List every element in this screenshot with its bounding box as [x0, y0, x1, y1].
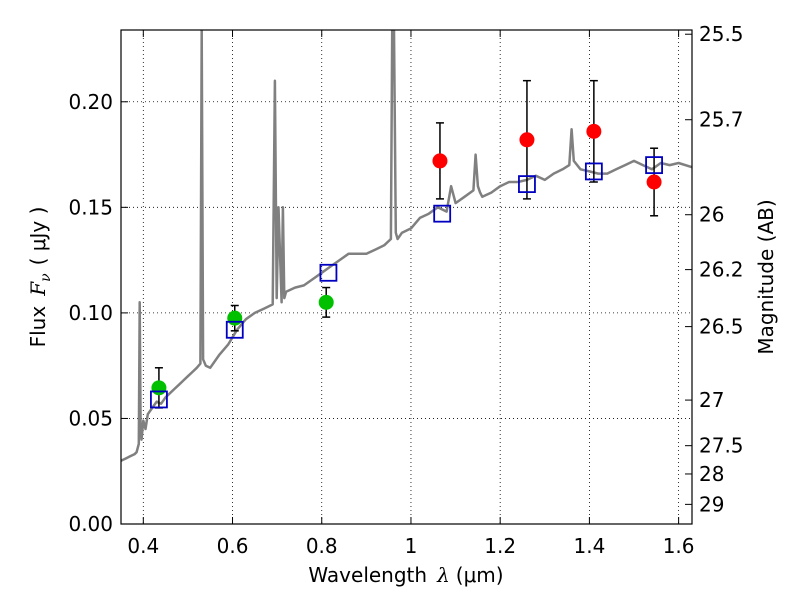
photometry-point: [432, 153, 448, 169]
right-tick-label: 29: [699, 492, 724, 516]
plot-frame: [120, 29, 693, 525]
x-tick-label: 1.6: [663, 534, 695, 558]
right-tick-label: 27: [699, 388, 724, 412]
y-axis-label-text: Flux: [26, 306, 50, 348]
photometry-layer: [150, 79, 663, 409]
grid-lines: [121, 30, 692, 525]
y-axis-unit: ( μJy ): [26, 207, 50, 266]
model-photometry-square: [319, 263, 338, 282]
model-photometry-square: [433, 204, 452, 223]
photometry-point: [586, 123, 602, 139]
x-tick-label: 1.2: [484, 534, 516, 558]
x-tick-label: 0.8: [306, 534, 338, 558]
model-photometry-square: [225, 320, 244, 339]
y-tick-label: 0.20: [68, 90, 113, 114]
right-tick-label: 28: [699, 462, 724, 486]
x-tick-label: 0.4: [127, 534, 159, 558]
x-axis-label-text: Wavelength: [308, 563, 427, 587]
model-photometry-square: [584, 162, 603, 181]
x-axis-symbol: λ: [436, 563, 450, 587]
photometry-point: [318, 294, 334, 310]
right-tick-label: 26.5: [699, 315, 744, 339]
photometry-point: [646, 174, 662, 190]
y-tick-label: 0.15: [68, 195, 113, 219]
model-photometry-square: [150, 390, 168, 409]
x-axis-label: Wavelength λ (μm): [308, 563, 503, 587]
axis-ticks: 0.4 0.6 0.8 1 1.2 1.4 1.6 0.00 0.05 0.10 0.15 0.20 2…: [68, 22, 743, 558]
x-tick-label: 0.6: [217, 534, 249, 558]
x-tick-label: 1.4: [573, 534, 605, 558]
y-axis-symbol: F: [26, 281, 50, 297]
right-tick-label: 26.2: [699, 258, 744, 282]
right-tick-label: 25.5: [699, 22, 744, 46]
y-tick-label: 0.05: [68, 406, 113, 430]
photometry-point: [519, 132, 535, 148]
model-sed-line: [121, 30, 692, 462]
x-tick-label: 1: [405, 534, 418, 558]
y-tick-label: 0.00: [68, 512, 113, 536]
x-axis-unit: (μm): [456, 563, 504, 587]
right-tick-label: 27.5: [699, 434, 744, 458]
photometry-point: [227, 310, 243, 326]
photometry-point: [151, 380, 167, 396]
y-axis-label: Flux Fν ( μJy ): [26, 207, 54, 348]
right-tick-label: 26: [699, 203, 724, 227]
model-photometry-square: [645, 156, 663, 175]
model-sed-layer: [121, 30, 692, 462]
right-tick-label: 25.7: [699, 108, 744, 132]
right-axis-label: Magnitude (AB): [754, 199, 778, 354]
y-axis-subscript: ν: [38, 273, 54, 282]
y-tick-label: 0.10: [68, 301, 113, 325]
model-photometry-square: [518, 175, 536, 194]
